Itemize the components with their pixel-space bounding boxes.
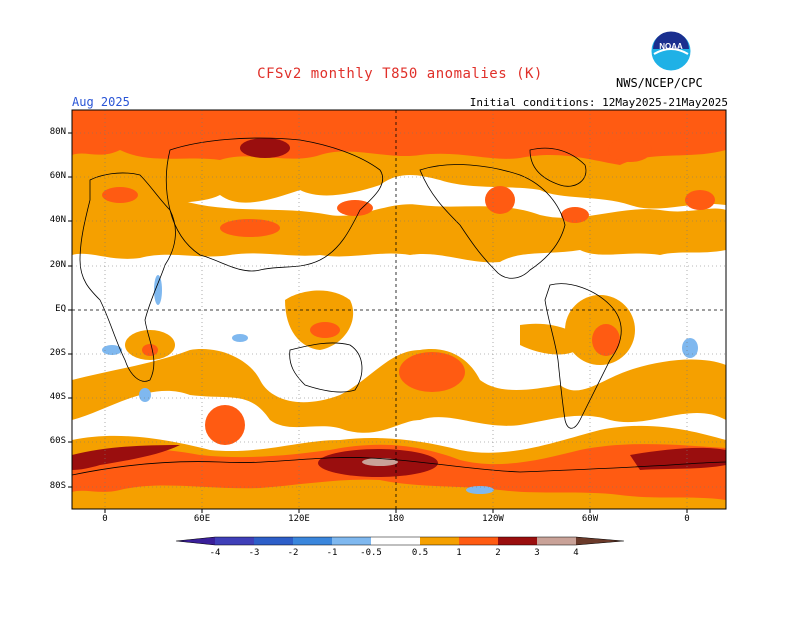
anomaly-1k-nw-america <box>485 186 515 214</box>
africa-europe-outline <box>79 172 176 382</box>
anomaly-1k-africa <box>142 344 158 356</box>
greenland-outline <box>529 147 587 187</box>
anomaly-3k-siberia <box>240 138 290 158</box>
cool-spot-s-atlantic <box>102 345 122 355</box>
forecast-month: Aug 2025 <box>72 95 130 109</box>
colorbar-label-neg3: -3 <box>248 548 260 558</box>
colorbar-label-neg1: -1 <box>326 548 338 558</box>
colorbar-segment-neg1-neg05 <box>332 537 371 545</box>
colorbar-segment-3-4 <box>537 537 576 545</box>
anomaly-1k-japan <box>337 200 373 216</box>
cool-spot-indian <box>232 334 248 342</box>
warm-region-e-pacific <box>520 323 585 355</box>
colorbar-segment-05-1 <box>420 537 459 545</box>
axis-ticks <box>68 132 688 513</box>
lat-lon-grid <box>72 110 726 509</box>
anomaly-3k-weddell <box>72 445 180 470</box>
agency-label: NWS/NCEP/CPC <box>616 76 703 90</box>
lat-label-80s: 80S <box>49 481 66 491</box>
colorbar-segment-2-3 <box>498 537 537 545</box>
anomaly-1k-s-pacific <box>399 352 465 392</box>
lon-label-60e: 60E <box>193 514 211 524</box>
anomaly-1k-w-europe <box>685 190 715 210</box>
colorbar-label-neg2: -2 <box>287 548 299 558</box>
cool-spot-s-africa <box>139 388 151 402</box>
anomaly-1k-maritime <box>310 322 340 338</box>
cool-spot-e-pacific <box>682 338 698 358</box>
colorbar-segment-below-neg4 <box>176 537 215 545</box>
cool-spot-africa <box>154 275 162 305</box>
chart-title: CFSv2 monthly T850 anomalies (K) <box>257 66 543 82</box>
anomaly-1k-brazil <box>592 324 620 356</box>
colorbar-label-neg4: -4 <box>209 548 221 558</box>
colorbar-label-2: 2 <box>495 548 501 558</box>
anomaly-1k-europe <box>102 187 138 203</box>
colorbar <box>175 536 625 546</box>
colorbar-segment-neg2-neg1 <box>293 537 332 545</box>
lat-label-40s: 40S <box>49 392 66 402</box>
colorbar-outline <box>175 536 625 546</box>
north-america-outline <box>419 164 566 279</box>
anomaly-2k-greenland <box>608 138 652 162</box>
antarctica-outline <box>72 457 726 476</box>
colorbar-label-3: 3 <box>534 548 540 558</box>
colorbar-segment-above-4 <box>576 537 624 545</box>
noaa-logo: NOAA <box>650 30 692 72</box>
anomaly-4k-ross-sea <box>362 458 398 466</box>
colorbar-label-4: 4 <box>573 548 579 558</box>
lon-label-180: 180 <box>387 514 405 524</box>
lat-label-20s: 20S <box>49 348 66 358</box>
cool-spot-antarctic <box>466 486 494 494</box>
warm-region-midlat-north <box>72 198 726 263</box>
colorbar-label-1: 1 <box>456 548 462 558</box>
colorbar-segment-neutral <box>371 537 420 545</box>
lat-label-80n: 80N <box>49 127 66 137</box>
lat-label-60s: 60S <box>49 436 66 446</box>
colorbar-label-neg05: -0.5 <box>360 548 382 558</box>
lon-label-120e: 120E <box>288 514 310 524</box>
logo-text: NOAA <box>659 42 683 51</box>
coastlines <box>72 137 726 476</box>
lat-label-20n: 20N <box>49 260 66 270</box>
anomaly-1k-s-indian <box>205 405 245 445</box>
colorbar-label-05: 0.5 <box>411 548 429 558</box>
australia-outline <box>289 342 363 393</box>
lon-label-0-east: 0 <box>684 514 690 524</box>
anomaly-field <box>72 110 726 509</box>
colorbar-segment-neg3-neg2 <box>254 537 293 545</box>
anomaly-1k-ne-america <box>561 207 589 223</box>
lon-label-60w: 60W <box>581 514 599 524</box>
anomaly-3k-amundsen <box>630 447 726 470</box>
colorbar-segment-1-2 <box>459 537 498 545</box>
lon-label-0: 0 <box>102 514 108 524</box>
lon-label-120w: 120W <box>482 514 504 524</box>
colorbar-segment-neg4-neg3 <box>215 537 254 545</box>
lat-label-eq: EQ <box>55 304 66 314</box>
lat-label-60n: 60N <box>49 171 66 181</box>
lat-label-40n: 40N <box>49 215 66 225</box>
initial-conditions: Initial conditions: 12May2025-21May2025 <box>469 96 728 109</box>
south-america-outline <box>544 283 622 429</box>
anomaly-1k-asia <box>220 219 280 237</box>
asia-outline <box>165 137 383 272</box>
